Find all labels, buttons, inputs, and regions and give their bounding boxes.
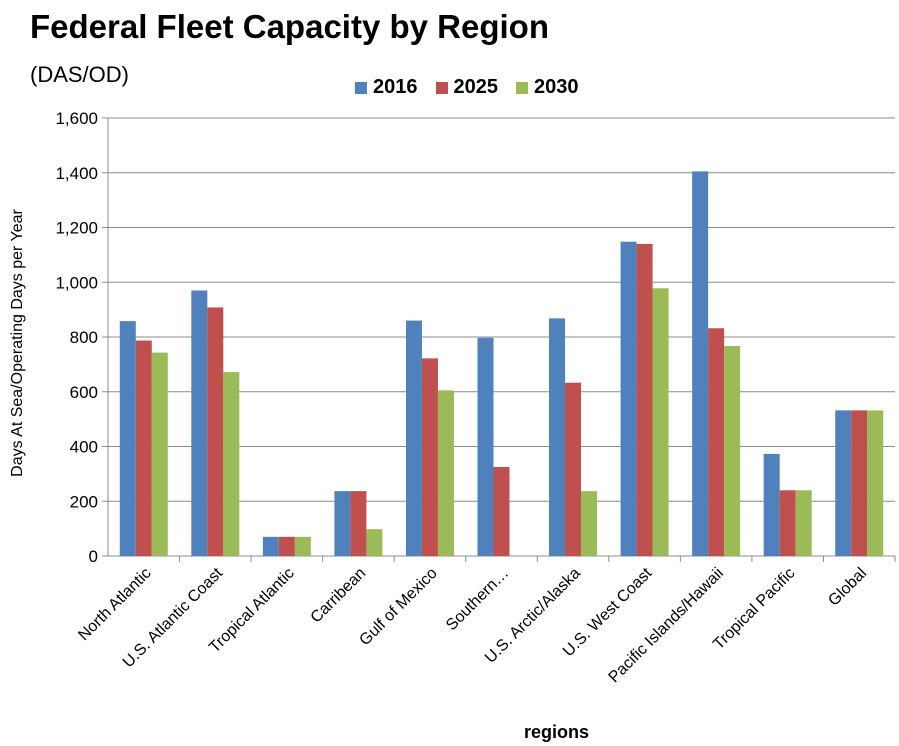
x-tick-label: Southern… [443, 565, 512, 634]
bar-2030 [867, 410, 884, 556]
bar-2025 [207, 307, 224, 556]
bar-2016 [692, 171, 709, 556]
legend: 2016 2025 2030 [355, 76, 579, 99]
y-tick-label: 400 [70, 438, 98, 457]
y-axis-title: Days At Sea/Operating Days per Year [9, 208, 26, 476]
legend-item-2016: 2016 [355, 76, 418, 99]
bar-2025 [779, 490, 796, 556]
x-tick-label: North Atlantic [75, 565, 154, 644]
bar-2025 [708, 328, 725, 556]
bar-2016 [191, 290, 208, 556]
y-tick-label: 0 [89, 547, 98, 566]
bar-2025 [565, 382, 582, 556]
bar-2025 [135, 340, 152, 556]
x-tick-label: Carribean [308, 565, 370, 627]
y-tick-label: 1,600 [55, 109, 98, 128]
y-tick-label: 800 [70, 328, 98, 347]
legend-swatch-2016 [355, 81, 367, 94]
bar-2016 [262, 536, 279, 556]
bar-2016 [835, 410, 852, 556]
chart-title: Federal Fleet Capacity by Region [30, 8, 549, 45]
bar-2030 [724, 346, 741, 556]
bar-2016 [763, 453, 780, 556]
bar-2016 [334, 491, 351, 556]
bar-2025 [851, 410, 868, 556]
bar-2030 [366, 529, 383, 556]
legend-label-2030: 2030 [534, 76, 579, 98]
bar-2025 [278, 536, 295, 556]
y-tick-label: 1,400 [55, 164, 98, 183]
legend-label-2016: 2016 [373, 76, 418, 98]
bar-2025 [493, 467, 510, 556]
x-tick-label: Pacific Islands/Hawaii [606, 565, 727, 686]
legend-item-2030: 2030 [516, 76, 579, 99]
bar-2016 [405, 320, 422, 556]
x-axis-title: regions [524, 722, 589, 742]
bar-2025 [350, 491, 367, 556]
bar-2025 [421, 358, 438, 556]
bar-2016 [119, 321, 136, 556]
bar-2025 [636, 243, 653, 557]
bar-2030 [581, 491, 598, 556]
y-tick-label: 200 [70, 492, 98, 511]
y-tick-label: 1,200 [55, 219, 98, 238]
legend-swatch-2030 [516, 81, 528, 94]
y-tick-label: 600 [70, 383, 98, 402]
bar-2030 [795, 490, 812, 556]
bar-2030 [223, 372, 240, 556]
bar-2030 [437, 390, 454, 556]
legend-swatch-2025 [435, 81, 448, 94]
x-tick-label: Global [825, 565, 870, 610]
bar-2030 [652, 288, 669, 556]
legend-item-2025: 2025 [435, 76, 499, 99]
legend-label-2025: 2025 [453, 76, 499, 98]
x-tick-label: Gulf of Mexico [356, 565, 440, 649]
bar-2016 [620, 241, 637, 557]
chart-subtitle: (DAS/OD) [30, 62, 129, 87]
bar-2016 [549, 318, 566, 556]
bar-2016 [477, 337, 494, 556]
bar-2030 [294, 536, 311, 556]
y-tick-label: 1,000 [55, 273, 98, 292]
bar-2030 [151, 352, 168, 556]
